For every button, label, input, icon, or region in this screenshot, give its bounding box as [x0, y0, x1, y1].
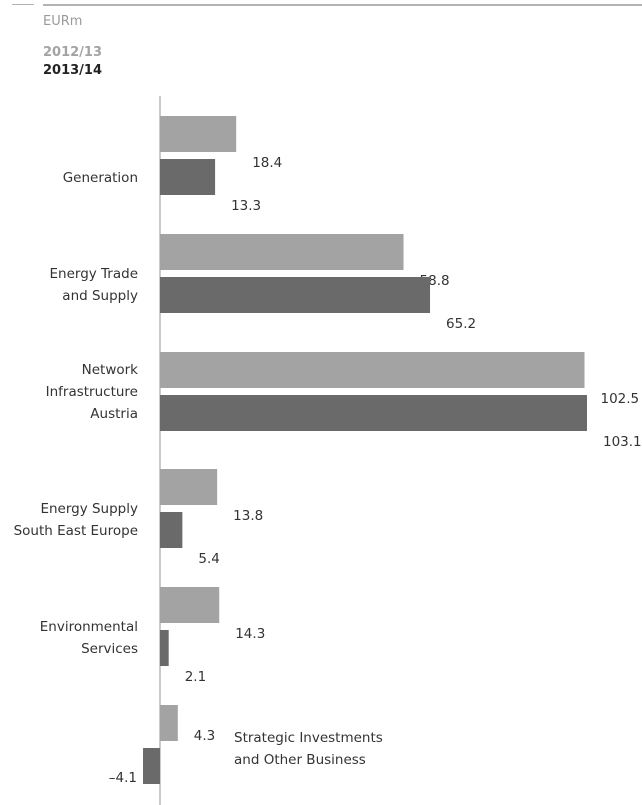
bar-1-1	[160, 277, 431, 313]
bar-5-0	[160, 705, 178, 741]
header-tick	[12, 4, 34, 5]
bar-0-1	[160, 159, 216, 195]
bar-3-1	[160, 512, 183, 548]
value-label-5-1: –4.1	[109, 770, 137, 786]
bar-2-0	[160, 352, 585, 388]
value-label-2-1: 103.1	[603, 434, 642, 450]
bar-5-1	[143, 748, 160, 784]
bar-0-0	[160, 116, 237, 152]
bar-3-0	[160, 469, 218, 505]
unit-label: EURm	[43, 14, 83, 29]
category-label-1: Energy Trade and Supply	[49, 266, 138, 304]
value-label-4-1: 2.1	[185, 669, 206, 685]
legend-entry-2013-14: 2013/14	[43, 63, 103, 78]
category-label-5: Strategic Investments and Other Business	[234, 730, 383, 768]
category-label-0: Generation	[63, 170, 138, 186]
category-label-2: Network Infrastructure Austria	[46, 362, 139, 422]
bar-1-0	[160, 234, 404, 270]
value-label-5-0: 4.3	[194, 728, 215, 744]
value-label-0-0: 18.4	[252, 155, 282, 171]
value-label-4-0: 14.3	[235, 626, 265, 642]
legend-entry-2012-13: 2012/13	[43, 45, 103, 60]
value-label-2-0: 102.5	[601, 391, 640, 407]
bar-4-1	[160, 630, 169, 666]
bar-4-0	[160, 587, 220, 623]
value-label-1-1: 65.2	[446, 316, 476, 332]
category-label-3: Energy Supply South East Europe	[14, 501, 138, 539]
value-label-3-0: 13.8	[233, 508, 263, 524]
value-label-0-1: 13.3	[231, 198, 261, 214]
value-label-3-1: 5.4	[198, 551, 219, 567]
category-label-4: Environmental Services	[40, 619, 138, 657]
header-rule	[43, 4, 642, 6]
bar-2-1	[160, 395, 587, 431]
